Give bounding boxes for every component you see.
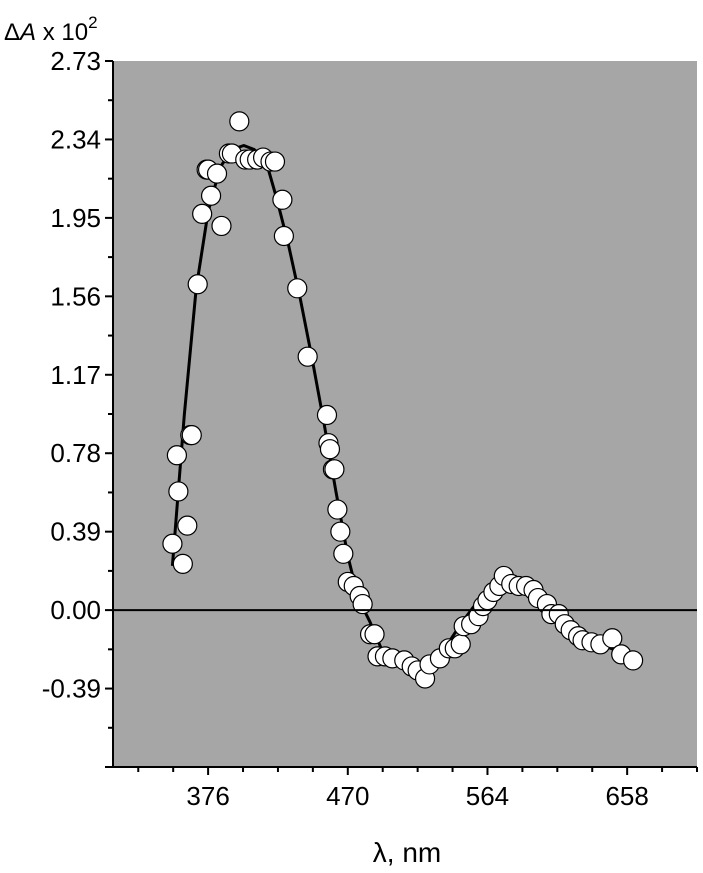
data-point — [206, 163, 228, 184]
data-point — [316, 404, 338, 426]
y-tick-label: -0.39 — [42, 674, 101, 704]
y-tick-label: 2.34 — [50, 124, 101, 154]
data-point — [162, 533, 183, 554]
y-axis-label-delta: Δ — [4, 19, 20, 46]
data-point — [324, 459, 345, 480]
data-point — [211, 215, 232, 237]
data-point — [327, 499, 348, 520]
ticks-layer: 2.73 2.34 1.95 1.56 1.17 0.78 0.39 0.00 -0.39 376… — [42, 46, 698, 811]
y-tick-label: 0.39 — [50, 517, 101, 547]
data-point — [172, 553, 193, 574]
x-tick-label: 470 — [326, 781, 369, 811]
data-point — [229, 111, 250, 132]
data-point — [181, 425, 202, 446]
x-tick-label: 564 — [466, 781, 509, 811]
data-point — [168, 481, 189, 502]
data-point — [297, 346, 318, 367]
x-tick-label: 376 — [186, 781, 229, 811]
data-point — [264, 151, 286, 172]
data-point — [166, 445, 187, 466]
data-point — [272, 189, 293, 210]
data-point — [333, 543, 354, 564]
y-axis-label-symbol: A — [18, 19, 36, 46]
data-point — [623, 650, 644, 671]
data-point — [192, 203, 213, 224]
x-axis-label: λ, nm — [373, 837, 441, 868]
data-point — [287, 278, 308, 299]
data-point — [177, 515, 198, 536]
data-point — [273, 225, 294, 247]
data-point — [364, 624, 385, 645]
x-tick-label: 658 — [605, 781, 648, 811]
y-tick-label: 0.00 — [50, 595, 101, 625]
data-point — [187, 274, 208, 295]
y-tick-label: 1.95 — [50, 203, 101, 233]
y-axis-label-multiplier: x 10 — [36, 19, 88, 46]
data-point — [330, 521, 351, 542]
y-tick-label: 0.78 — [50, 438, 101, 468]
y-axis-label-exponent: 2 — [88, 13, 97, 32]
data-point — [200, 185, 222, 206]
y-axis-label: ΔA x 102 — [4, 13, 98, 46]
data-point — [450, 634, 471, 655]
y-tick-label: 1.56 — [50, 281, 101, 311]
data-point — [602, 628, 623, 649]
data-point — [319, 439, 341, 460]
data-point — [352, 593, 373, 615]
y-tick-label: 1.17 — [50, 360, 101, 390]
y-tick-label: 2.73 — [50, 46, 101, 76]
